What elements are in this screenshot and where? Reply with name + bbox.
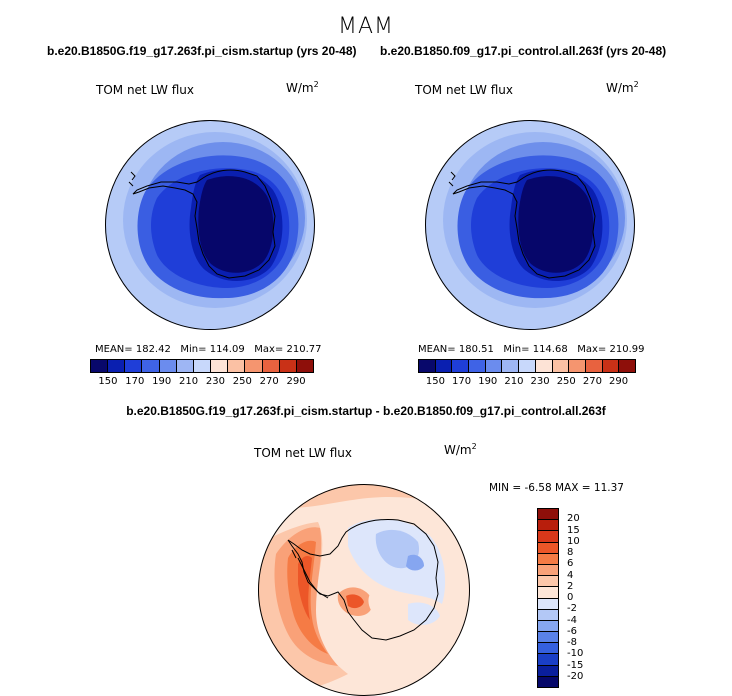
colorbar-tick-label: -8 — [567, 637, 577, 648]
colorbar-swatch — [538, 597, 558, 609]
colorbar-tick-label: 15 — [567, 524, 580, 536]
colorbar-tick-label: 190 — [478, 376, 498, 387]
colorbar-tick-label: -6 — [567, 625, 577, 637]
colorbar-swatch — [538, 586, 558, 598]
colorbar-swatch — [538, 552, 558, 564]
colorbar-swatch — [501, 360, 519, 372]
colorbar-tick-label: 150 — [98, 376, 118, 387]
polar-map-diff — [258, 484, 470, 696]
colorbar-tick-label: 210 — [179, 376, 199, 387]
colorbar-swatch — [210, 360, 228, 372]
colorbar-swatch — [538, 541, 558, 553]
colorbar-swatch — [261, 360, 279, 372]
colorbar-swatch — [601, 360, 619, 372]
colorbar-tick-label: 250 — [556, 376, 576, 387]
colorbar-tick-label: 230 — [530, 376, 550, 387]
colorbar-tick-label: 4 — [567, 569, 574, 581]
colorbar-ticks-right: 150 170 190 210 230 250 270 290 — [418, 376, 636, 388]
stats-right: MEAN= 180.51 Min= 114.68 Max= 210.99 — [418, 344, 645, 355]
colorbar-swatch — [551, 360, 569, 372]
colorbar-swatch — [538, 575, 558, 587]
colorbar-swatch — [175, 360, 193, 372]
colorbar-swatch — [538, 519, 558, 531]
colorbar-left — [90, 359, 314, 373]
colorbar-tick-label: -4 — [567, 614, 577, 626]
polar-map-left — [105, 120, 315, 330]
colorbar-tick-label: 230 — [205, 376, 225, 387]
colorbar-tick-label: -20 — [567, 670, 584, 682]
units-label-left: W/m2 — [286, 80, 319, 95]
colorbar-swatch — [538, 653, 558, 665]
colorbar-swatch — [484, 360, 502, 372]
colorbar-swatch — [107, 360, 125, 372]
colorbar-swatch — [244, 360, 262, 372]
colorbar-swatch — [434, 360, 452, 372]
colorbar-swatch — [538, 509, 558, 520]
colorbar-diff — [537, 508, 559, 688]
colorbar-swatch — [91, 360, 108, 372]
colorbar-tick-label: 0 — [567, 592, 574, 603]
colorbar-swatch — [584, 360, 602, 372]
colorbar-swatch — [538, 619, 558, 632]
colorbar-tick-label: 250 — [232, 376, 252, 387]
colorbar-tick-label: 190 — [152, 376, 172, 387]
colorbar-swatch — [534, 360, 552, 372]
colorbar-swatch — [538, 631, 558, 643]
colorbar-swatch — [538, 608, 558, 620]
colorbar-tick-label: 6 — [567, 558, 574, 570]
colorbar-swatch — [295, 360, 314, 372]
diff-minmax: MIN = -6.58 MAX = 11.37 — [489, 482, 624, 494]
colorbar-tick-label: 170 — [452, 376, 472, 387]
colorbar-swatch — [124, 360, 142, 372]
colorbar-tick-label: 290 — [609, 376, 629, 387]
colorbar-swatch — [538, 642, 558, 654]
colorbar-tick-label: 270 — [259, 376, 279, 387]
variable-label-left: TOM net LW flux — [96, 83, 194, 97]
colorbar-swatch — [451, 360, 469, 372]
colorbar-tick-label: -10 — [567, 648, 584, 660]
colorbar-swatch — [518, 360, 535, 372]
colorbar-tick-label: 8 — [567, 547, 574, 558]
colorbar-swatch — [141, 360, 159, 372]
colorbar-tick-label: -15 — [567, 659, 584, 671]
variable-label-right: TOM net LW flux — [415, 83, 513, 97]
polar-map-right — [425, 120, 635, 330]
colorbar-swatch — [618, 360, 635, 372]
colorbar-swatch — [538, 563, 558, 576]
colorbar-ticks-left: 150 170 190 210 230 250 270 290 — [90, 376, 314, 388]
units-label-diff: W/m2 — [444, 442, 477, 457]
colorbar-swatch — [538, 530, 558, 542]
stats-left: MEAN= 182.42 Min= 114.09 Max= 210.77 — [95, 344, 322, 355]
diff-title: b.e20.B1850G.f19_g17.263f.pi_cism.startu… — [126, 404, 606, 418]
colorbar-swatch — [538, 675, 558, 687]
colorbar-swatch — [192, 360, 211, 372]
colorbar-tick-label: -2 — [567, 603, 577, 615]
colorbar-tick-label: 2 — [567, 580, 574, 592]
colorbar-swatch — [538, 664, 558, 676]
colorbar-ticks-diff: 20 15 10 8 6 4 2 0 -2 -4 -6 -8 -10 -15 -20 — [567, 508, 607, 688]
colorbar-tick-label: 270 — [582, 376, 602, 387]
colorbar-right — [418, 359, 636, 373]
units-label-right: W/m2 — [606, 80, 639, 95]
colorbar-tick-label: 210 — [504, 376, 524, 387]
case-title-right: b.e20.B1850.f09_g17.pi_control.all.263f … — [380, 44, 667, 58]
colorbar-swatch — [158, 360, 176, 372]
colorbar-tick-label: 290 — [286, 376, 306, 387]
colorbar-swatch — [568, 360, 585, 372]
colorbar-swatch — [468, 360, 485, 372]
colorbar-tick-label: 20 — [567, 513, 580, 525]
colorbar-swatch — [419, 360, 435, 372]
case-title-left: b.e20.B1850G.f19_g17.263f.pi_cism.startu… — [47, 44, 357, 58]
colorbar-tick-label: 10 — [567, 535, 580, 547]
colorbar-tick-label: 170 — [125, 376, 145, 387]
colorbar-swatch — [227, 360, 245, 372]
colorbar-swatch — [278, 360, 296, 372]
colorbar-tick-label: 150 — [425, 376, 445, 387]
variable-label-diff: TOM net LW flux — [254, 446, 352, 460]
season-title: MAM — [337, 14, 394, 39]
